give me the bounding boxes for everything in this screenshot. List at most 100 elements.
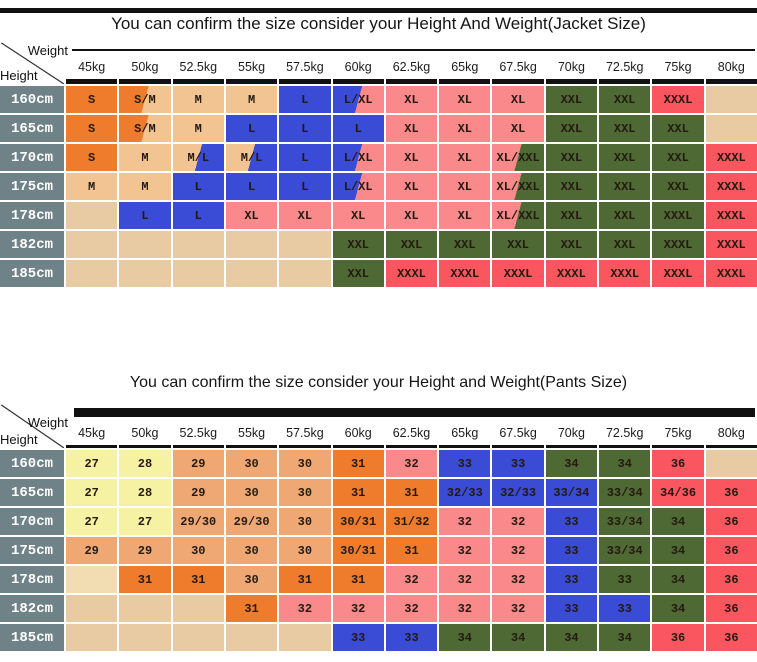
- size-cell: 28: [119, 450, 171, 477]
- size-cell: XL: [492, 86, 544, 113]
- size-cell: 30: [172, 537, 224, 564]
- size-cell: 33: [492, 450, 544, 477]
- height-header: 178cm: [0, 202, 64, 229]
- size-cell: XXL: [599, 144, 651, 171]
- empty-cell: [279, 260, 331, 287]
- size-cell: XXL: [599, 231, 651, 258]
- height-header: 182cm: [0, 595, 64, 622]
- size-cell: 29/30: [225, 508, 278, 535]
- size-cell: XXXL: [705, 231, 757, 258]
- size-cell: XL: [279, 202, 331, 229]
- diagonal-line: [0, 42, 64, 84]
- size-cell: M: [225, 86, 278, 113]
- size-cell: XXL: [545, 231, 598, 258]
- size-cell: 36: [705, 566, 757, 593]
- size-cell: XXXL: [705, 173, 757, 200]
- size-cell: 34: [545, 450, 598, 477]
- size-cell: XL: [439, 86, 491, 113]
- size-cell: 33: [439, 450, 491, 477]
- size-cell: XXL: [652, 144, 704, 171]
- size-cell: 33: [599, 595, 651, 622]
- height-header: 160cm: [0, 86, 64, 113]
- size-cell: 32: [439, 508, 491, 535]
- size-cell: M: [119, 144, 171, 171]
- size-cell: 34: [545, 624, 598, 651]
- size-cell: 31: [332, 479, 384, 506]
- height-header: 185cm: [0, 260, 64, 287]
- diagonal-line: [0, 404, 64, 448]
- size-cell: XXXL: [705, 202, 757, 229]
- size-cell: 31: [385, 537, 438, 564]
- size-cell: XL/XXL: [492, 144, 544, 171]
- size-cell: XXXL: [545, 260, 598, 287]
- size-cell: XXL: [332, 260, 384, 287]
- size-cell: 31: [225, 595, 278, 622]
- empty-cell: [119, 231, 171, 258]
- empty-cell: [225, 624, 278, 651]
- size-cell: XXXL: [492, 260, 544, 287]
- size-cell: 32: [439, 537, 491, 564]
- size-cell: 32: [439, 566, 491, 593]
- size-cell: XXL: [599, 115, 651, 142]
- size-cell: 31: [385, 479, 438, 506]
- size-cell: XXL: [545, 144, 598, 171]
- size-cell: L: [225, 173, 278, 200]
- jacket-size-table: Weight Height 45kg 50kg 52.5kg 55kg 57.5kg 60kg…: [0, 42, 757, 287]
- size-cell: 34: [652, 595, 704, 622]
- size-cell: 29/30: [172, 508, 224, 535]
- height-header: 170cm: [0, 144, 64, 171]
- size-cell: 32: [492, 537, 544, 564]
- size-cell: XXL: [439, 231, 491, 258]
- size-cell: 30: [279, 508, 331, 535]
- size-cell: 32: [385, 566, 438, 593]
- size-cell: 33/34: [599, 508, 651, 535]
- size-cell: L: [225, 115, 278, 142]
- size-cell: M: [119, 173, 171, 200]
- size-cell: XXXL: [652, 260, 704, 287]
- empty-cell: [172, 231, 224, 258]
- size-cell: XXXL: [652, 86, 704, 113]
- size-cell: XXXL: [599, 260, 651, 287]
- top-border-bar: [0, 8, 757, 13]
- size-cell: 31: [172, 566, 224, 593]
- height-header: 182cm: [0, 231, 64, 258]
- size-cell: XL: [385, 86, 438, 113]
- size-cell: 36: [705, 508, 757, 535]
- height-header: 165cm: [0, 479, 64, 506]
- size-cell: XXL: [545, 202, 598, 229]
- size-cell: XXL: [492, 231, 544, 258]
- empty-cell: [172, 624, 224, 651]
- size-cell: L: [279, 115, 331, 142]
- size-cell: M: [66, 173, 118, 200]
- empty-cell: [172, 595, 224, 622]
- size-cell: M/L: [172, 144, 224, 171]
- size-cell: XXXL: [652, 202, 704, 229]
- size-cell: 32: [439, 595, 491, 622]
- size-cell: 34: [599, 450, 651, 477]
- size-cell: 30: [279, 537, 331, 564]
- size-cell: 33/34: [599, 479, 651, 506]
- weight-axis-rule: [74, 408, 755, 417]
- size-cell: 34: [439, 624, 491, 651]
- corner-cell: Weight Height: [0, 42, 68, 84]
- size-cell: XL: [439, 144, 491, 171]
- size-cell: XXXL: [705, 144, 757, 171]
- size-cell: 30: [279, 450, 331, 477]
- size-cell: 34: [652, 566, 704, 593]
- size-cell: XL: [332, 202, 384, 229]
- size-cell: 33: [385, 624, 438, 651]
- size-cell: 32: [492, 508, 544, 535]
- size-cell: 32: [332, 595, 384, 622]
- size-cell: XXL: [385, 231, 438, 258]
- size-cell: XXXL: [705, 260, 757, 287]
- empty-cell: [705, 86, 757, 113]
- size-cell: XL: [385, 173, 438, 200]
- size-cell: 36: [705, 479, 757, 506]
- empty-cell: [172, 260, 224, 287]
- height-axis-label: Height: [0, 68, 38, 83]
- size-cell: XXL: [545, 86, 598, 113]
- size-cell: XXL: [332, 231, 384, 258]
- empty-cell: [66, 624, 118, 651]
- size-cell: L: [172, 173, 224, 200]
- weight-axis-rule: [72, 49, 755, 51]
